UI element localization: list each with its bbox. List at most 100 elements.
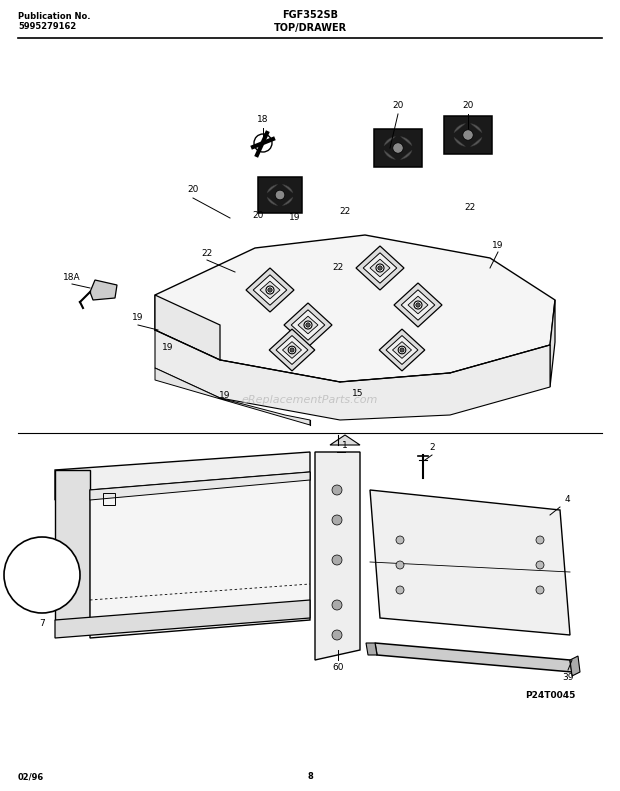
Polygon shape bbox=[291, 310, 325, 340]
Polygon shape bbox=[155, 235, 555, 382]
Polygon shape bbox=[386, 335, 418, 365]
Text: 4: 4 bbox=[564, 495, 570, 505]
Text: 19: 19 bbox=[162, 343, 174, 353]
Circle shape bbox=[416, 303, 420, 307]
Polygon shape bbox=[267, 184, 278, 193]
Polygon shape bbox=[401, 137, 412, 146]
Polygon shape bbox=[282, 184, 293, 193]
Text: Publication No.: Publication No. bbox=[18, 12, 91, 21]
Circle shape bbox=[400, 348, 404, 352]
Text: 60: 60 bbox=[332, 664, 343, 672]
Polygon shape bbox=[253, 274, 287, 305]
Circle shape bbox=[332, 630, 342, 640]
Text: eReplacementParts.com: eReplacementParts.com bbox=[242, 395, 378, 405]
Circle shape bbox=[332, 485, 342, 495]
Polygon shape bbox=[366, 643, 377, 655]
Polygon shape bbox=[269, 329, 315, 371]
Polygon shape bbox=[384, 137, 396, 146]
Polygon shape bbox=[374, 129, 422, 168]
Text: 22: 22 bbox=[464, 203, 476, 213]
Polygon shape bbox=[282, 197, 293, 206]
Polygon shape bbox=[90, 472, 310, 638]
Circle shape bbox=[463, 130, 473, 140]
Text: 18: 18 bbox=[257, 115, 268, 124]
Circle shape bbox=[536, 561, 544, 569]
Circle shape bbox=[332, 515, 342, 525]
Circle shape bbox=[536, 536, 544, 544]
Polygon shape bbox=[408, 296, 428, 314]
Polygon shape bbox=[246, 268, 294, 312]
Text: 7: 7 bbox=[39, 619, 45, 627]
Circle shape bbox=[414, 301, 422, 309]
Polygon shape bbox=[392, 342, 412, 358]
Polygon shape bbox=[370, 259, 390, 277]
Circle shape bbox=[398, 346, 406, 354]
Polygon shape bbox=[330, 435, 360, 445]
Polygon shape bbox=[267, 197, 278, 206]
Text: 20: 20 bbox=[463, 101, 474, 111]
Text: 20: 20 bbox=[187, 186, 198, 195]
Circle shape bbox=[396, 561, 404, 569]
Polygon shape bbox=[375, 643, 572, 672]
Text: TOP/DRAWER: TOP/DRAWER bbox=[273, 23, 347, 33]
Polygon shape bbox=[384, 150, 396, 160]
Polygon shape bbox=[28, 558, 56, 582]
Polygon shape bbox=[55, 470, 90, 620]
Polygon shape bbox=[90, 472, 310, 500]
Circle shape bbox=[332, 555, 342, 565]
Polygon shape bbox=[471, 123, 482, 133]
Circle shape bbox=[290, 348, 294, 352]
Text: 19: 19 bbox=[132, 313, 144, 323]
Circle shape bbox=[536, 586, 544, 594]
Polygon shape bbox=[394, 283, 442, 327]
Polygon shape bbox=[454, 123, 466, 133]
Circle shape bbox=[376, 264, 384, 272]
Circle shape bbox=[378, 266, 382, 271]
Polygon shape bbox=[258, 177, 302, 213]
Polygon shape bbox=[379, 329, 425, 371]
Circle shape bbox=[4, 537, 80, 613]
Polygon shape bbox=[315, 452, 360, 660]
Text: 15: 15 bbox=[352, 388, 364, 398]
Circle shape bbox=[304, 321, 312, 329]
Text: 19: 19 bbox=[290, 214, 301, 222]
Polygon shape bbox=[55, 600, 310, 638]
Polygon shape bbox=[471, 137, 482, 146]
Polygon shape bbox=[298, 316, 318, 334]
Polygon shape bbox=[444, 115, 492, 154]
Circle shape bbox=[396, 536, 404, 544]
Circle shape bbox=[266, 286, 274, 294]
Polygon shape bbox=[283, 342, 301, 358]
Circle shape bbox=[275, 190, 285, 200]
Polygon shape bbox=[454, 137, 466, 146]
Text: 39: 39 bbox=[562, 673, 574, 683]
Polygon shape bbox=[401, 150, 412, 160]
Polygon shape bbox=[260, 281, 280, 299]
Text: 1: 1 bbox=[342, 441, 348, 451]
Text: 8: 8 bbox=[307, 772, 313, 781]
Polygon shape bbox=[55, 452, 310, 500]
Circle shape bbox=[396, 586, 404, 594]
Text: 20: 20 bbox=[252, 210, 264, 219]
Polygon shape bbox=[363, 253, 397, 283]
Polygon shape bbox=[401, 290, 435, 320]
Text: 22: 22 bbox=[202, 248, 213, 258]
Polygon shape bbox=[356, 246, 404, 290]
Circle shape bbox=[288, 346, 296, 354]
Circle shape bbox=[393, 143, 403, 153]
Text: 18A: 18A bbox=[63, 274, 81, 282]
Polygon shape bbox=[550, 300, 555, 387]
Polygon shape bbox=[570, 656, 580, 676]
Polygon shape bbox=[155, 330, 550, 420]
Polygon shape bbox=[370, 490, 570, 635]
Circle shape bbox=[268, 288, 272, 292]
Polygon shape bbox=[276, 335, 308, 365]
Text: 2: 2 bbox=[429, 444, 435, 452]
Text: 19: 19 bbox=[492, 240, 503, 249]
Text: 22: 22 bbox=[339, 207, 351, 217]
Text: 02/96: 02/96 bbox=[18, 772, 44, 781]
Polygon shape bbox=[155, 295, 220, 360]
Polygon shape bbox=[284, 303, 332, 347]
Text: 19: 19 bbox=[219, 391, 231, 399]
Text: FGF352SB: FGF352SB bbox=[282, 10, 338, 20]
